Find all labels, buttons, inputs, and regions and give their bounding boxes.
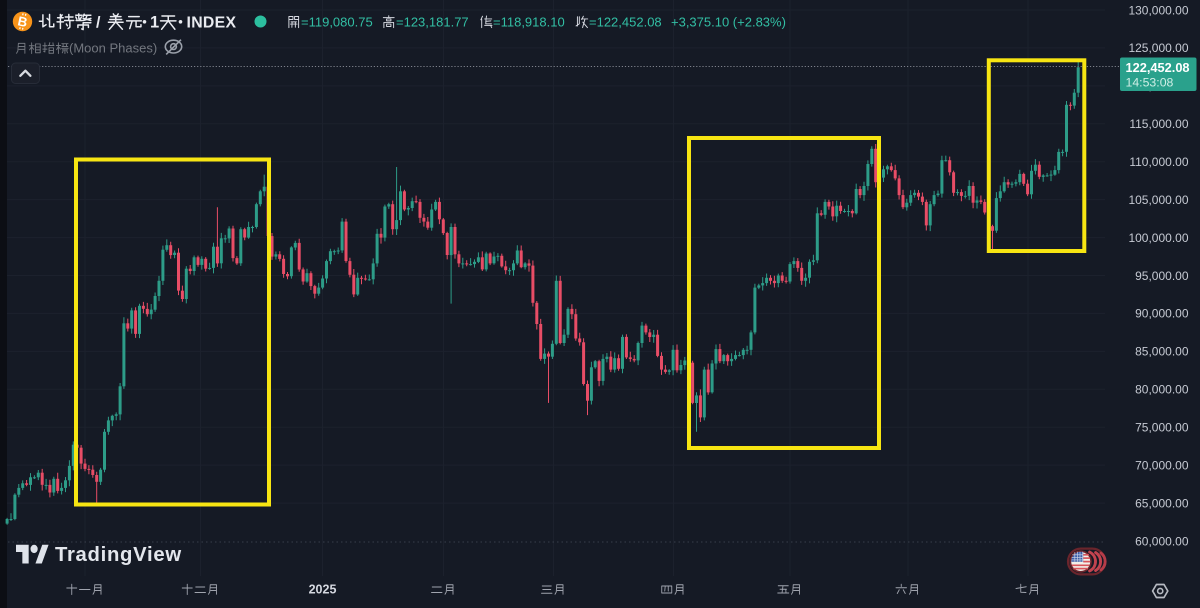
svg-text:TradingView: TradingView — [55, 544, 182, 566]
svg-text:115,000.00: 115,000.00 — [1129, 117, 1188, 131]
svg-text:100,000.00: 100,000.00 — [1128, 231, 1188, 245]
svg-text:=122,452.08: =122,452.08 — [589, 15, 662, 30]
svg-text:80,000.00: 80,000.00 — [1135, 383, 1189, 397]
svg-text:110,000.00: 110,000.00 — [1129, 155, 1188, 169]
svg-text:130,000.00: 130,000.00 — [1128, 3, 1188, 17]
svg-text:125,000.00: 125,000.00 — [1128, 41, 1188, 55]
svg-text:122,452.08: 122,452.08 — [1126, 60, 1190, 75]
svg-text:85,000.00: 85,000.00 — [1135, 345, 1189, 359]
svg-text:105,000.00: 105,000.00 — [1128, 193, 1188, 207]
svg-text:INDEX: INDEX — [187, 15, 237, 32]
svg-text:70,000.00: 70,000.00 — [1135, 458, 1189, 472]
svg-text:/: / — [96, 15, 101, 32]
svg-text:2025: 2025 — [309, 583, 337, 597]
svg-text:1: 1 — [150, 14, 159, 32]
svg-text:65,000.00: 65,000.00 — [1135, 496, 1189, 510]
svg-text:=123,181.77: =123,181.77 — [396, 15, 469, 30]
svg-text:B: B — [16, 13, 28, 30]
svg-text:60,000.00: 60,000.00 — [1135, 534, 1189, 548]
svg-text:=118,918.10: =118,918.10 — [493, 15, 565, 30]
svg-text:90,000.00: 90,000.00 — [1135, 307, 1189, 321]
svg-text:75,000.00: 75,000.00 — [1135, 421, 1189, 435]
svg-text:+3,375.10 (+2.83%): +3,375.10 (+2.83%) — [671, 15, 786, 30]
svg-text:14:53:08: 14:53:08 — [1126, 75, 1174, 89]
svg-text:(Moon Phases): (Moon Phases) — [69, 41, 157, 56]
svg-text:=119,080.75: =119,080.75 — [301, 15, 373, 30]
svg-text:95,000.00: 95,000.00 — [1135, 269, 1189, 283]
